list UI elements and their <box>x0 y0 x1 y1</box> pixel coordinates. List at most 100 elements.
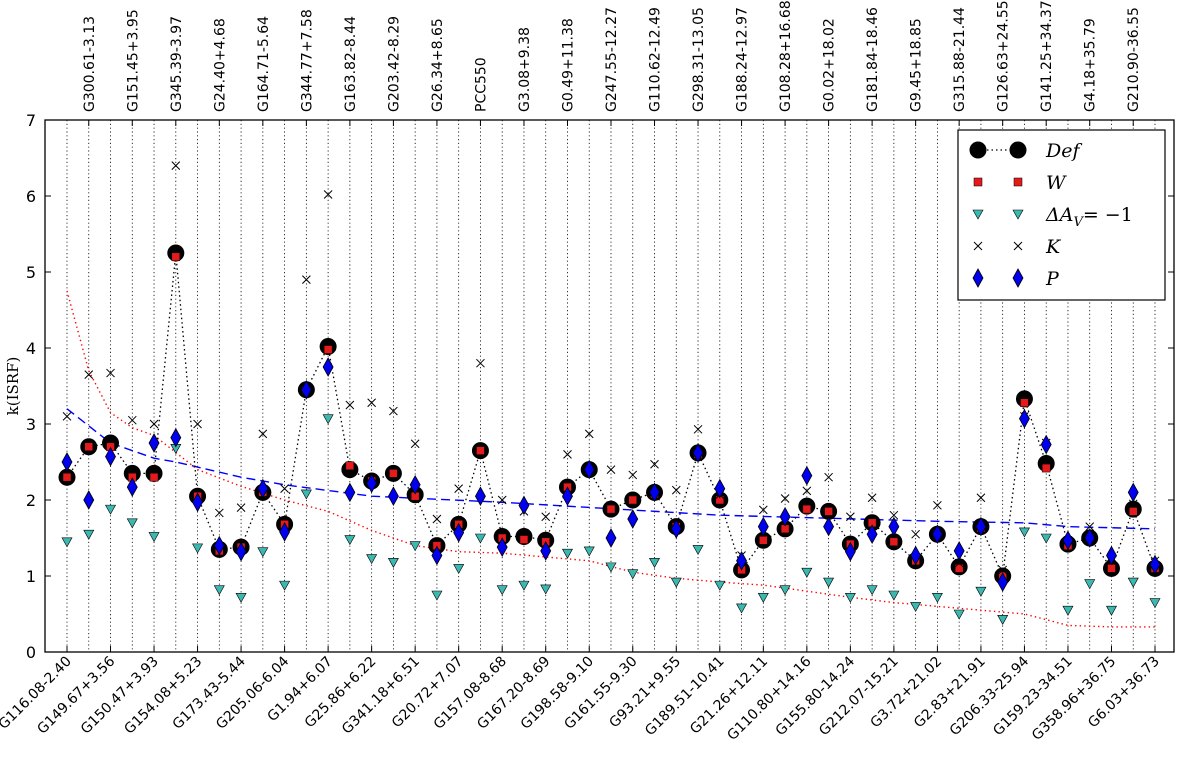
data-point-x <box>998 565 1008 575</box>
data-point-triangle <box>866 585 878 596</box>
data-point-triangle <box>649 558 661 568</box>
legend-marker-diamond <box>972 268 984 288</box>
series-x <box>62 161 1160 575</box>
data-point-x <box>824 472 833 482</box>
legend-label-part: ΔA <box>1045 204 1073 226</box>
data-point-diamond <box>540 541 552 561</box>
data-point-diamond <box>931 524 943 545</box>
x-stroke <box>584 429 594 439</box>
data-point-x <box>867 493 877 503</box>
x-tick-label-bottom: G206.33-25.94 <box>947 653 1033 739</box>
data-point-triangle <box>387 558 399 568</box>
legend-marker-square <box>1013 177 1023 187</box>
y-axis-label: k(ISRF) <box>4 357 22 416</box>
x-stroke <box>236 503 246 512</box>
x-stroke <box>824 472 833 482</box>
data-point-x <box>563 450 572 459</box>
x-stroke <box>541 512 551 522</box>
x-stroke <box>106 368 115 378</box>
legend-marker-triangle <box>972 209 984 220</box>
x-stroke <box>628 470 638 480</box>
legend-box <box>957 129 1166 301</box>
data-point-diamond <box>692 443 704 463</box>
data-point-diamond <box>192 492 204 513</box>
data-point-square <box>389 469 398 478</box>
data-point-diamond <box>105 446 116 467</box>
data-point-x <box>911 529 920 539</box>
data-point-triangle <box>670 577 682 588</box>
data-point-triangle <box>844 592 856 603</box>
data-point-x <box>345 400 355 410</box>
data-point-square <box>1041 463 1051 473</box>
data-point-diamond <box>649 482 660 503</box>
y-tick-label: 2 <box>26 491 36 510</box>
data-point-diamond <box>300 379 312 400</box>
legend-label: Def <box>1045 140 1082 162</box>
data-point-x <box>258 429 268 439</box>
data-point-triangle <box>1062 605 1074 616</box>
data-point-triangle <box>235 592 247 603</box>
x-stroke <box>367 398 376 408</box>
x-tick-label-top: G163.82-8.44 <box>343 16 359 112</box>
legend-label: K <box>1045 236 1062 258</box>
data-point-triangle <box>888 590 900 601</box>
x-stroke <box>973 241 983 251</box>
data-point-x <box>84 370 94 379</box>
data-point-diamond <box>213 535 225 556</box>
data-series <box>58 161 1164 625</box>
data-point-triangle <box>779 585 791 596</box>
data-point-diamond <box>975 516 987 537</box>
x-stroke <box>476 358 485 368</box>
data-point-x <box>954 558 964 568</box>
x-tick-label-bottom: G212.07-15.21 <box>816 654 902 740</box>
data-point-diamond <box>605 528 617 548</box>
data-point-triangle <box>931 592 943 603</box>
data-point-triangle <box>627 569 639 580</box>
x-stroke <box>389 406 398 416</box>
data-point-diamond <box>83 490 95 510</box>
x-stroke <box>911 529 920 539</box>
data-point-diamond <box>1084 528 1096 548</box>
data-point-diamond <box>387 486 399 507</box>
data-point-x <box>171 161 181 170</box>
plot-frame <box>44 119 1175 653</box>
legend-label: P <box>1045 268 1060 290</box>
data-point-triangle <box>561 548 573 559</box>
x-tick-label-top: G210.90-36.55 <box>1126 7 1142 112</box>
x-stroke <box>976 493 986 503</box>
x-tick-label-top: G126.63+24.55 <box>996 0 1012 112</box>
data-point-diamond <box>496 537 508 557</box>
data-point-x <box>149 419 159 429</box>
x-stroke <box>171 161 181 170</box>
x-stroke <box>954 558 964 568</box>
data-point-diamond <box>61 452 73 472</box>
data-point-x <box>1085 522 1095 531</box>
x-stroke <box>280 484 289 493</box>
data-point-x <box>671 485 681 495</box>
legend-label-subscript: V <box>1073 215 1084 230</box>
data-point-x <box>214 508 224 518</box>
y-tick-label: 3 <box>26 415 36 434</box>
legend-marker-square <box>973 177 983 187</box>
x-stroke <box>933 500 942 510</box>
vertical-gridlines <box>66 120 1156 652</box>
x-stroke <box>432 514 442 524</box>
x-stroke <box>258 429 268 439</box>
data-point-diamond <box>170 427 182 448</box>
data-point-triangle <box>83 529 95 540</box>
data-point-triangle <box>300 489 312 500</box>
legend-marker-triangle <box>1012 209 1024 220</box>
data-point-square <box>84 442 94 452</box>
data-point-diamond <box>148 433 160 453</box>
data-point-triangle <box>279 580 291 591</box>
x-stroke <box>323 190 333 199</box>
data-point-diamond <box>366 473 378 494</box>
data-point-square <box>149 472 159 482</box>
data-point-triangle <box>910 602 922 613</box>
x-stroke <box>671 485 681 495</box>
data-point-triangle <box>105 504 117 515</box>
trend-line-blue-dashed <box>66 408 1156 530</box>
x-tick-label-top: G108.28+16.68 <box>778 0 794 112</box>
data-point-square <box>519 535 529 544</box>
